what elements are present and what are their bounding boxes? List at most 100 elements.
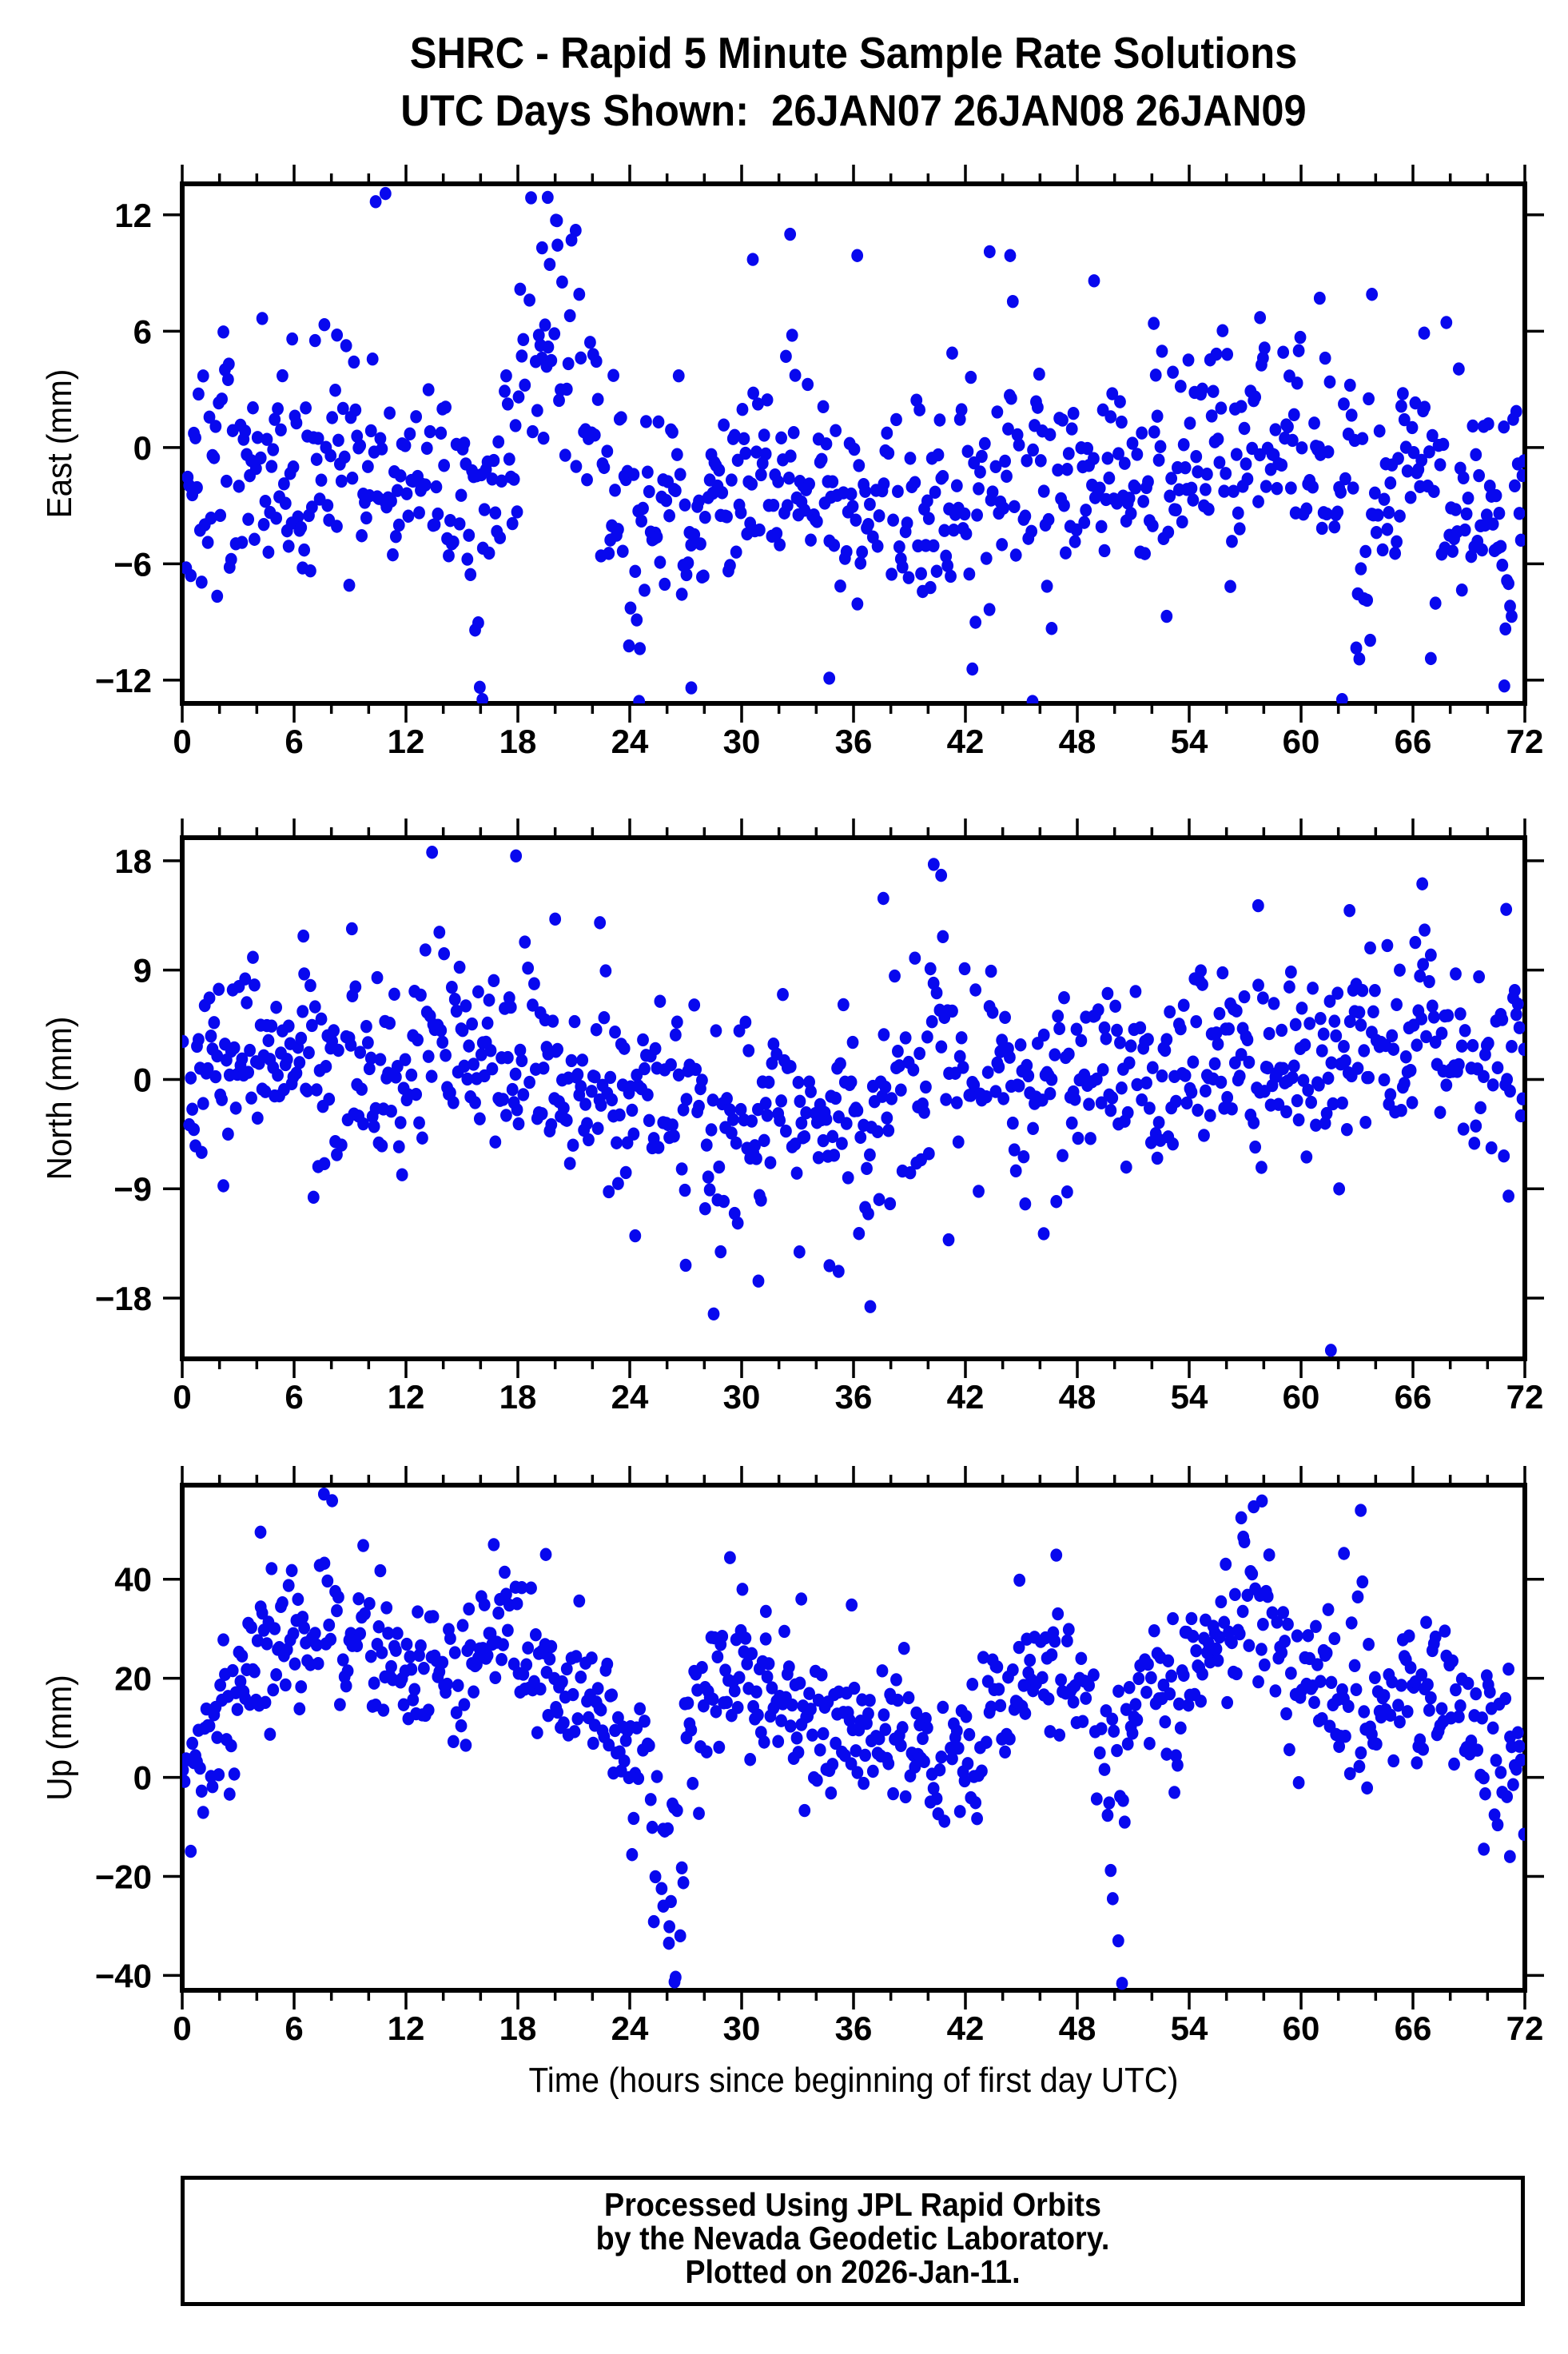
data-point	[1240, 457, 1252, 471]
data-point	[930, 1792, 943, 1806]
x-tick-label: 48	[1059, 723, 1096, 760]
data-point	[980, 1090, 993, 1104]
data-point	[279, 1678, 292, 1692]
data-point	[537, 1061, 550, 1075]
data-point	[1216, 966, 1229, 980]
data-point	[1157, 1679, 1170, 1692]
data-point	[1008, 500, 1021, 514]
data-point	[486, 472, 499, 486]
data-point	[1287, 1059, 1300, 1073]
data-point	[1434, 458, 1447, 472]
data-point	[850, 513, 862, 527]
data-point	[739, 446, 752, 460]
data-point	[731, 1700, 744, 1715]
data-point	[321, 499, 334, 512]
data-point	[1098, 1021, 1111, 1035]
data-point	[441, 1677, 453, 1691]
data-point	[922, 1147, 935, 1161]
data-point	[643, 1739, 655, 1752]
data-point	[1283, 980, 1295, 994]
data-point	[1044, 428, 1057, 441]
data-point	[397, 1698, 410, 1711]
data-point	[385, 1659, 397, 1674]
data-point	[1347, 481, 1359, 495]
data-point	[920, 1080, 932, 1094]
data-point	[1116, 1977, 1128, 1990]
x-tick-label: 12	[388, 2009, 425, 2047]
data-point	[228, 1041, 241, 1055]
data-point	[1513, 1021, 1525, 1034]
data-point	[946, 1751, 958, 1766]
data-point	[1277, 1061, 1290, 1075]
data-point	[214, 1678, 227, 1692]
data-point	[463, 1602, 476, 1616]
data-point	[832, 1265, 845, 1278]
data-point	[864, 1300, 877, 1313]
data-point	[1176, 515, 1188, 529]
data-point	[1049, 1635, 1061, 1648]
data-point	[966, 662, 979, 676]
data-point	[481, 1016, 494, 1030]
data-point	[1394, 1715, 1406, 1729]
data-point	[1462, 491, 1474, 505]
data-point	[663, 1920, 675, 1934]
data-point	[364, 1650, 377, 1663]
data-point	[774, 538, 786, 552]
data-point	[282, 1579, 295, 1592]
data-point	[1228, 1587, 1241, 1602]
data-point	[512, 1117, 525, 1131]
data-point	[826, 475, 839, 488]
data-point	[1126, 436, 1139, 450]
data-point	[575, 351, 587, 365]
data-point	[364, 424, 377, 438]
data-point	[1315, 1711, 1328, 1726]
data-point	[591, 1682, 604, 1695]
data-point	[1450, 967, 1462, 981]
data-point	[1511, 997, 1524, 1011]
data-point	[345, 922, 358, 936]
data-point	[270, 1668, 283, 1682]
data-point	[1356, 984, 1369, 998]
data-point	[793, 1245, 806, 1259]
data-point	[262, 1034, 275, 1048]
x-tick-label: 72	[1506, 723, 1544, 760]
data-point	[1471, 1743, 1484, 1757]
data-point	[308, 1000, 321, 1014]
data-point	[1019, 1707, 1032, 1720]
data-point	[456, 1023, 469, 1038]
data-point	[1404, 1661, 1417, 1675]
data-point	[1422, 1678, 1434, 1691]
data-point	[354, 1627, 367, 1640]
data-point	[1123, 1056, 1136, 1069]
data-point	[981, 1065, 994, 1079]
data-point	[901, 516, 913, 530]
data-point	[885, 1092, 898, 1105]
data-point	[352, 1591, 365, 1606]
data-point	[665, 1058, 677, 1072]
data-point	[750, 1152, 762, 1165]
data-point	[700, 1745, 713, 1759]
plot-frame	[180, 181, 1527, 706]
data-point	[551, 213, 563, 228]
data-point	[545, 353, 558, 368]
data-point	[864, 1148, 876, 1162]
footer-line-1: Processed Using JPL Rapid Orbits	[604, 2186, 1101, 2223]
data-point	[698, 511, 711, 524]
data-point	[445, 980, 458, 994]
data-point	[810, 515, 823, 528]
data-point	[1289, 1018, 1302, 1032]
data-point	[1075, 1034, 1088, 1048]
data-point	[1395, 1103, 1407, 1117]
points-group	[182, 186, 1525, 703]
data-point	[1424, 948, 1437, 962]
x-tick-label: 12	[388, 1378, 425, 1416]
data-point	[754, 1193, 767, 1207]
y-tick-label: 0	[133, 1061, 152, 1098]
data-point	[1101, 986, 1114, 1001]
data-point	[924, 962, 937, 976]
data-point	[654, 994, 667, 1008]
data-point	[573, 288, 586, 301]
data-point	[725, 1126, 738, 1140]
data-point	[798, 1130, 811, 1144]
